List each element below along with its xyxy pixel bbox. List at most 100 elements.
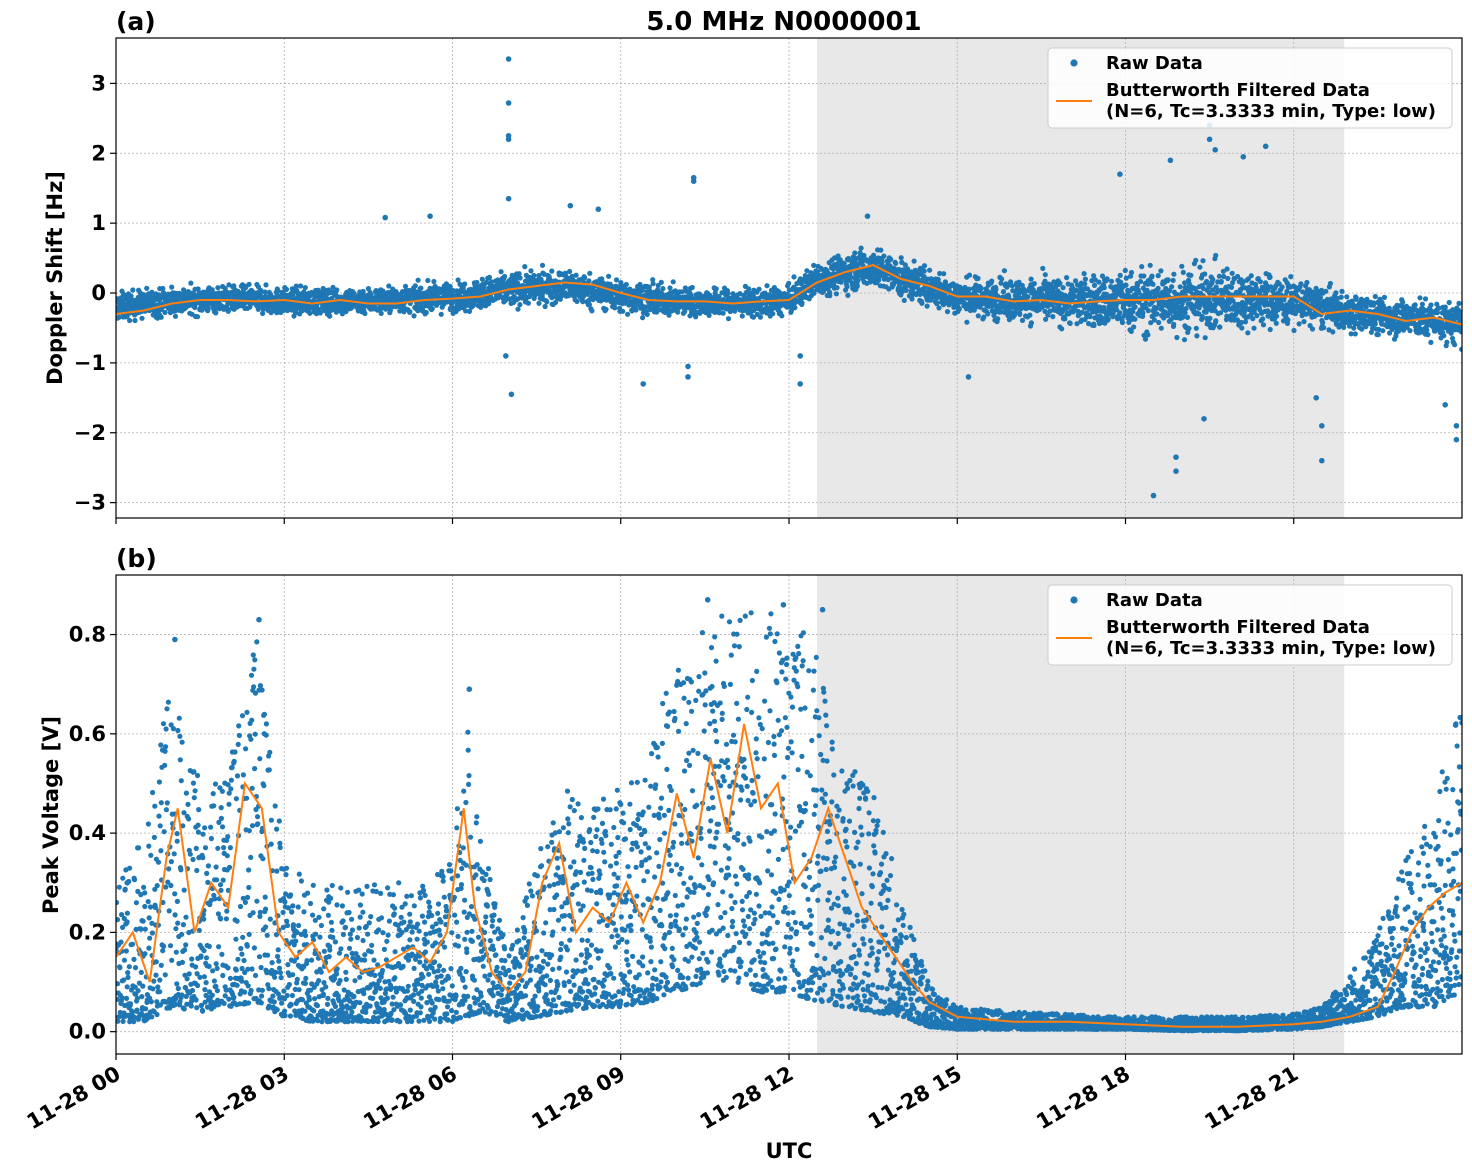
raw-data-point	[1376, 326, 1382, 333]
raw-data-point	[1040, 265, 1046, 271]
raw-data-point	[225, 308, 231, 314]
raw-data-point	[961, 299, 967, 306]
raw-data-point	[655, 282, 661, 289]
raw-data-point	[1101, 304, 1107, 311]
raw-data-point	[924, 303, 930, 309]
raw-data-point	[215, 285, 221, 291]
raw-data-point	[854, 283, 860, 289]
raw-data-point	[998, 280, 1004, 286]
raw-data-point	[927, 267, 933, 273]
raw-data-point	[1202, 335, 1208, 341]
raw-data-point	[1170, 277, 1176, 283]
raw-data-point	[525, 300, 532, 306]
raw-data-point	[881, 253, 887, 259]
raw-data-point	[1042, 278, 1048, 284]
raw-data-point	[716, 310, 722, 316]
raw-data-point	[386, 283, 392, 289]
raw-data-point	[827, 293, 833, 299]
raw-data-point	[654, 309, 660, 315]
raw-data-point	[1368, 329, 1374, 335]
raw-data-point	[1291, 327, 1297, 334]
raw-data-point	[1182, 310, 1188, 316]
raw-data-point	[589, 308, 595, 314]
raw-data-point	[1218, 278, 1224, 285]
raw-data-point	[1110, 310, 1116, 316]
raw-data-point	[852, 250, 858, 256]
raw-data-point	[1260, 316, 1266, 322]
raw-data-point	[1079, 309, 1085, 315]
raw-data-point	[640, 315, 646, 321]
raw-data-point	[644, 311, 650, 317]
raw-data-point	[1039, 291, 1045, 297]
raw-data-point	[517, 302, 523, 308]
raw-data-point	[770, 311, 776, 317]
raw-data-point	[275, 288, 281, 294]
raw-data-point	[934, 301, 940, 307]
raw-data-point	[845, 292, 851, 298]
raw-data-point	[1064, 275, 1070, 281]
raw-data-point	[486, 274, 492, 280]
raw-data-point	[283, 286, 290, 292]
raw-data-point	[993, 286, 999, 293]
raw-data-point	[1309, 326, 1316, 332]
raw-data-point	[739, 313, 745, 319]
raw-data-point	[1298, 281, 1304, 287]
raw-data-point	[1217, 324, 1223, 330]
raw-data-point	[944, 309, 951, 315]
raw-data-point	[1171, 271, 1177, 277]
raw-data-point	[1031, 281, 1037, 287]
raw-data-point	[1132, 316, 1138, 322]
raw-data-point	[1202, 271, 1208, 277]
raw-data-point	[1136, 290, 1142, 296]
raw-data-point	[587, 270, 593, 276]
raw-data-point	[293, 283, 299, 289]
raw-data-point	[799, 300, 805, 306]
raw-data-point	[750, 314, 757, 320]
raw-data-point	[1242, 319, 1249, 325]
raw-data-point	[1260, 322, 1267, 328]
raw-data-point	[246, 281, 252, 287]
raw-data-point	[1016, 291, 1022, 297]
raw-data-point	[1229, 270, 1235, 276]
raw-data-point	[580, 299, 586, 305]
raw-data-point	[1155, 273, 1161, 279]
raw-data-point	[1221, 273, 1227, 280]
raw-data-point	[995, 316, 1001, 322]
raw-data-point	[675, 309, 681, 315]
raw-data-point	[693, 314, 699, 320]
raw-data-point	[517, 275, 523, 281]
raw-data-point	[502, 273, 508, 280]
raw-data-point	[964, 319, 970, 325]
raw-data-point	[462, 281, 468, 287]
raw-data-point	[757, 314, 764, 320]
raw-data-point	[474, 279, 480, 286]
raw-data-point	[1250, 316, 1256, 322]
raw-data-point	[127, 317, 133, 324]
raw-data-point	[274, 310, 280, 316]
raw-data-point	[1000, 289, 1007, 295]
raw-data-point	[255, 284, 261, 290]
raw-data-point	[330, 284, 336, 290]
raw-data-point	[1251, 290, 1257, 297]
raw-data-point	[407, 309, 413, 315]
raw-data-point	[811, 290, 817, 296]
raw-data-point	[871, 255, 877, 262]
raw-data-point	[1285, 317, 1291, 323]
raw-data-point	[1235, 273, 1241, 280]
raw-data-point	[443, 281, 449, 287]
raw-data-point	[425, 277, 431, 284]
raw-data-point	[1009, 283, 1015, 289]
raw-data-point	[402, 283, 409, 289]
raw-data-point	[607, 281, 613, 287]
raw-data-point	[603, 306, 609, 312]
raw-data-point	[188, 280, 194, 286]
raw-data-point	[1267, 274, 1273, 280]
raw-data-point	[1128, 269, 1135, 276]
raw-data-point	[139, 315, 145, 321]
raw-data-point	[1197, 264, 1203, 270]
raw-data-point	[298, 283, 304, 289]
raw-data-point	[1279, 284, 1285, 290]
raw-data-point	[1098, 315, 1105, 321]
raw-data-point	[1321, 325, 1327, 331]
raw-data-point	[1165, 277, 1171, 283]
